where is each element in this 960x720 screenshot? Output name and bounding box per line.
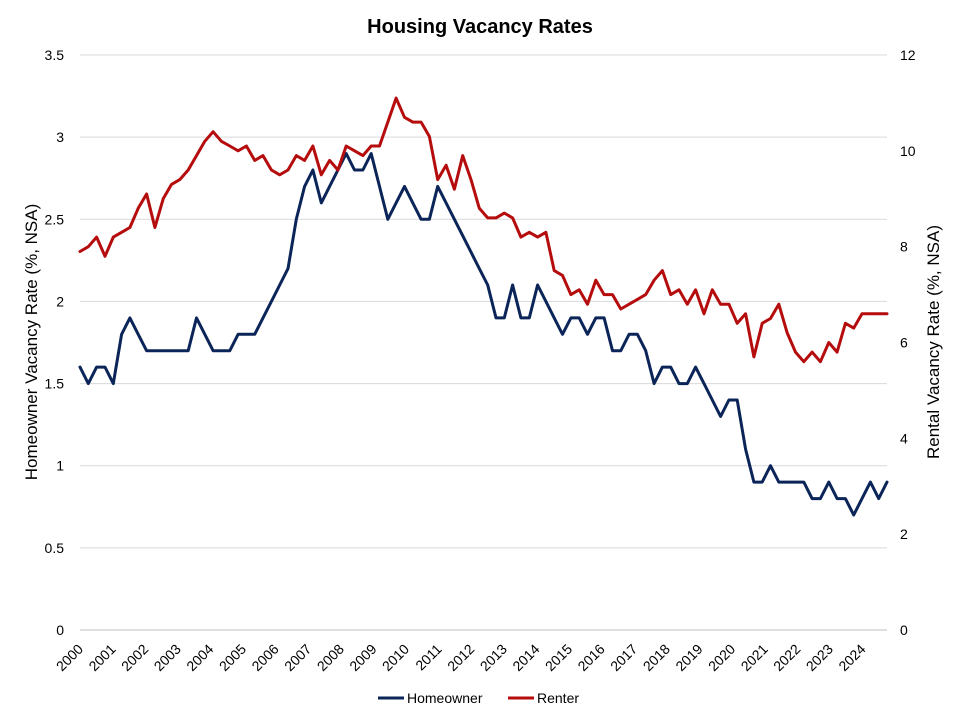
x-tick-label: 2018 <box>640 641 673 674</box>
legend: Homeowner Renter <box>378 690 579 706</box>
series-lines <box>78 96 889 517</box>
x-tick-label: 2008 <box>314 641 347 674</box>
x-tick-label: 2004 <box>183 641 216 674</box>
x-tick-label: 2007 <box>281 641 314 674</box>
x-tick-label: 2024 <box>835 641 868 674</box>
x-tick-label: 2016 <box>574 641 607 674</box>
y-tick-label-right: 4 <box>900 430 908 446</box>
x-tick-label: 2015 <box>542 641 575 674</box>
y-tick-label-left: 2 <box>56 293 64 309</box>
chart-title: Housing Vacancy Rates <box>367 16 593 38</box>
y-axis-label-right: Rental Vacancy Rate (%, NSA) <box>924 225 943 459</box>
x-tick-label: 2010 <box>379 641 412 674</box>
x-tick-label: 2011 <box>412 641 445 674</box>
y-tick-label-left: 3.5 <box>45 47 65 63</box>
left-axis-ticks: 0 0.5 1 1.5 2 2.5 3 3.5 <box>45 47 65 638</box>
y-axis-label-left: Homeowner Vacancy Rate (%, NSA) <box>22 204 41 481</box>
legend-label-renter: Renter <box>537 690 579 706</box>
y-tick-label-right: 0 <box>900 622 908 638</box>
x-tick-label: 2022 <box>770 641 803 674</box>
x-tick-label: 2012 <box>444 641 477 674</box>
y-tick-label-left: 1 <box>56 458 64 474</box>
y-tick-label-left: 2.5 <box>45 211 65 227</box>
gridlines <box>80 54 887 631</box>
x-tick-label: 2021 <box>738 641 771 674</box>
x-tick-label: 2002 <box>118 641 151 674</box>
x-tick-label: 2019 <box>672 641 705 674</box>
right-axis-ticks: 0 2 4 6 8 10 12 <box>900 47 916 638</box>
x-tick-label: 2020 <box>705 641 738 674</box>
series-line-renter <box>78 96 889 364</box>
y-tick-label-right: 12 <box>900 47 916 63</box>
series-line-homeowner <box>78 152 889 517</box>
x-tick-label: 2001 <box>85 641 118 674</box>
x-axis-ticks: 2000 2001 2002 2003 2004 2005 2006 2007 2008 2009… <box>53 641 869 674</box>
y-tick-label-left: 3 <box>56 129 64 145</box>
x-tick-label: 2023 <box>803 641 836 674</box>
x-tick-label: 2000 <box>53 641 86 674</box>
y-tick-label-left: 0.5 <box>45 540 65 556</box>
x-tick-label: 2009 <box>346 641 379 674</box>
x-tick-label: 2003 <box>151 641 184 674</box>
y-tick-label-right: 10 <box>900 143 916 159</box>
y-tick-label-right: 8 <box>900 239 908 255</box>
y-tick-label-right: 6 <box>900 335 908 351</box>
legend-label-homeowner: Homeowner <box>407 690 483 706</box>
y-tick-label-left: 1.5 <box>45 376 65 392</box>
x-tick-label: 2013 <box>477 641 510 674</box>
x-tick-label: 2005 <box>216 641 249 674</box>
x-tick-label: 2006 <box>248 641 281 674</box>
x-tick-label: 2014 <box>509 641 542 674</box>
x-tick-label: 2017 <box>607 641 640 674</box>
y-tick-label-right: 2 <box>900 526 908 542</box>
y-tick-label-left: 0 <box>56 622 64 638</box>
